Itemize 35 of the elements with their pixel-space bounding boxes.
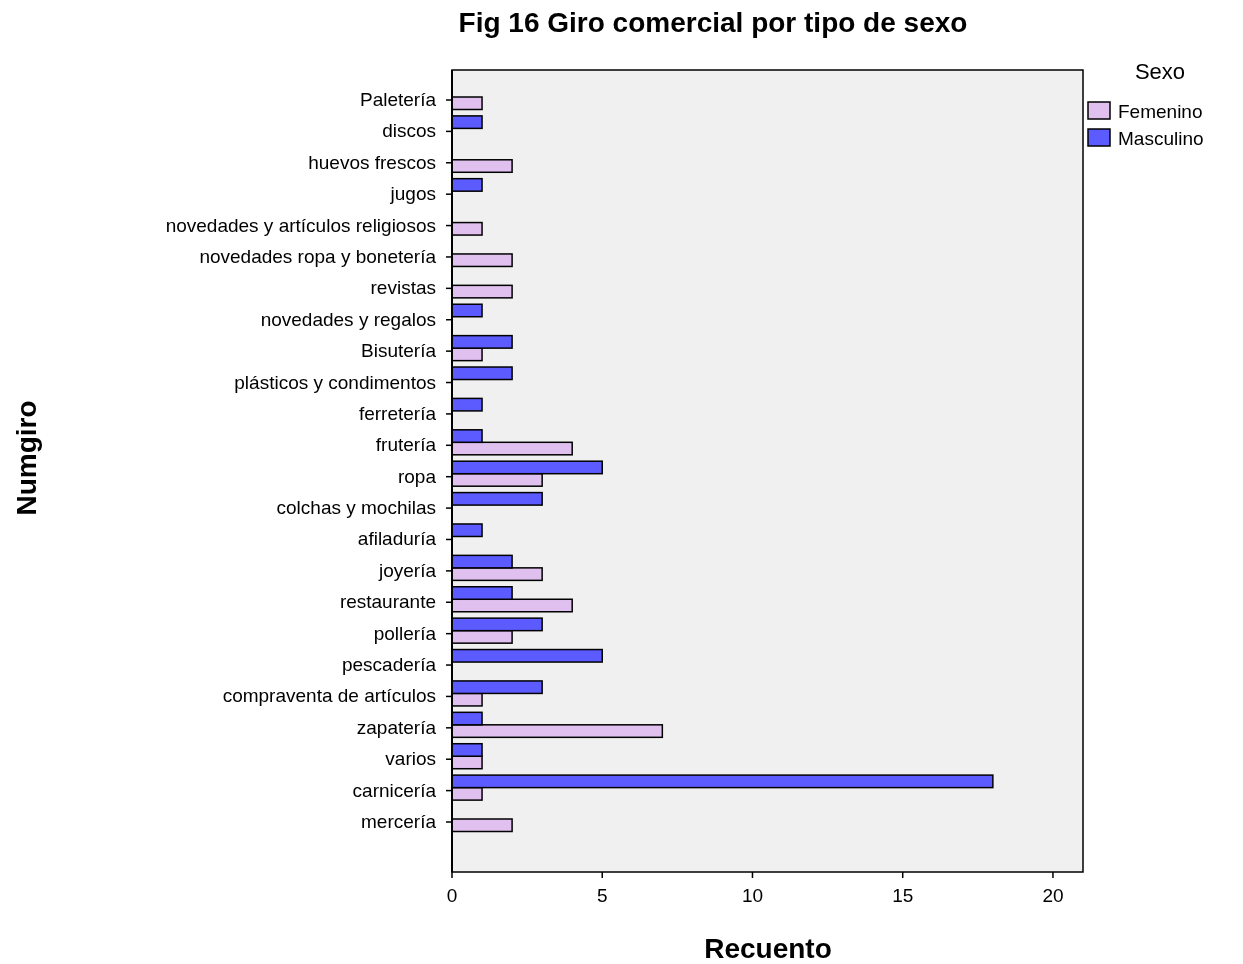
- y-tick-label: carnicería: [352, 779, 437, 801]
- y-tick-label: pollería: [373, 622, 437, 644]
- y-tick-label: mercería: [361, 811, 437, 832]
- y-tick-label: novedades y regalos: [260, 308, 436, 330]
- y-tick-label: pescadería: [341, 654, 437, 676]
- y-tick-label: varios: [385, 748, 436, 770]
- y-tick-label: compraventa de artículos: [222, 685, 436, 707]
- y-tick-label: novedades y artículos religiosos: [165, 214, 436, 236]
- y-tick-label: restaurante: [339, 591, 436, 613]
- x-tick-label: 10: [741, 885, 764, 906]
- y-tick-label: novedades ropa y bonetería: [199, 245, 437, 267]
- x-tick-label: 0: [446, 885, 458, 906]
- y-tick-label: afiladuría: [357, 528, 437, 550]
- y-tick-label: plásticos y condimentos: [234, 371, 436, 393]
- x-tick-label: 15: [892, 885, 914, 906]
- x-tick-label: 20: [1042, 885, 1064, 906]
- y-tick-label: joyería: [377, 559, 437, 581]
- y-tick-label: colchas y mochilas: [276, 497, 436, 519]
- x-tick-label: 5: [596, 885, 608, 906]
- y-tick-label: Bisutería: [361, 340, 437, 362]
- y-tick-label: zapatería: [356, 716, 437, 738]
- y-tick-label: discos: [382, 120, 436, 142]
- legend-label: Masculino: [1118, 128, 1204, 149]
- chart-title: Fig 16 Giro comercial por tipo de sexo: [458, 7, 968, 38]
- y-tick-label: huevos frescos: [308, 151, 436, 173]
- y-tick-label: frutería: [375, 434, 437, 456]
- y-tick-label: revistas: [370, 277, 436, 299]
- y-axis-title: Numgiro: [11, 400, 42, 516]
- y-tick-label: ropa: [397, 465, 437, 487]
- legend-title: Sexo: [1134, 59, 1186, 84]
- x-axis-title: Recuento: [704, 933, 832, 964]
- y-tick-label: jugos: [389, 183, 436, 205]
- y-tick-label: Paletería: [359, 89, 437, 110]
- y-tick-label: ferretería: [358, 402, 437, 424]
- legend-label: Femenino: [1118, 101, 1203, 122]
